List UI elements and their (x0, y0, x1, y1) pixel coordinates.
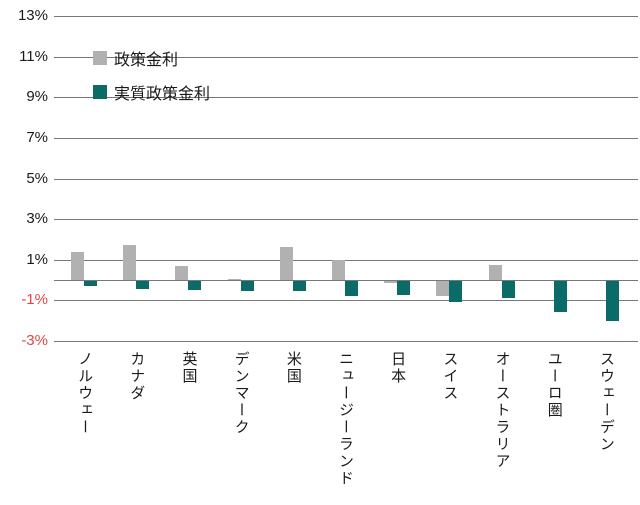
gridline (54, 137, 638, 139)
gridline (54, 259, 638, 261)
gridline (54, 97, 638, 99)
y-axis-tick-label: 9% (26, 88, 48, 106)
y-axis-tick-label: -1% (21, 291, 48, 309)
y-axis-tick-label: 1% (26, 250, 48, 268)
bar-real-policy-rate (292, 281, 306, 292)
x-axis-category-label: デンマーク (232, 351, 250, 436)
legend-item-policy-rate: 政策金利 (93, 46, 210, 70)
x-axis-category-label: スイス (441, 351, 459, 402)
bar-policy-rate (175, 265, 189, 281)
x-axis-category-label: カナダ (128, 351, 146, 402)
y-axis-tick-label: 3% (26, 210, 48, 228)
bar-real-policy-rate (501, 281, 515, 299)
legend-swatch-policy-rate (93, 51, 107, 65)
bar-policy-rate (436, 281, 450, 297)
bar-policy-rate (71, 251, 85, 281)
x-axis-category-label: 米国 (284, 351, 302, 385)
x-axis-category-label: スウェーデン (597, 351, 615, 453)
legend: 政策金利 実質政策金利 (93, 46, 210, 104)
x-axis-category-label: 英国 (180, 351, 198, 385)
bar-real-policy-rate (84, 281, 98, 287)
bar-policy-rate (227, 279, 241, 281)
bar-policy-rate (488, 264, 502, 281)
bar-real-policy-rate (449, 281, 463, 303)
gridline (54, 219, 638, 221)
legend-item-real-policy-rate: 実質政策金利 (93, 80, 210, 104)
gridline (54, 300, 638, 302)
x-axis-zero-line (54, 280, 638, 282)
bar-real-policy-rate (605, 281, 619, 321)
gridline (54, 56, 638, 58)
gridline (54, 16, 638, 17)
y-axis-tick-label: 11% (19, 47, 48, 65)
bar-real-policy-rate (136, 281, 150, 290)
gridline (54, 341, 638, 342)
legend-label-real-policy-rate: 実質政策金利 (114, 86, 211, 103)
y-axis-tick-label: 5% (26, 169, 48, 187)
bar-policy-rate (123, 244, 137, 281)
legend-label-policy-rate: 政策金利 (114, 52, 179, 69)
bar-real-policy-rate (553, 281, 567, 312)
bar-real-policy-rate (188, 281, 202, 291)
x-axis-category-label: ノルウェー (76, 351, 94, 436)
y-axis-tick-label: 7% (26, 128, 48, 146)
x-axis-category-label: ニュージーランド (337, 351, 354, 487)
bar-policy-rate (384, 281, 398, 284)
x-axis-category-label: オーストラリア (493, 351, 511, 470)
bar-real-policy-rate (397, 281, 411, 296)
x-axis-category-label: 日本 (389, 351, 407, 385)
bar-real-policy-rate (345, 281, 358, 297)
x-axis-category-label: ユーロ圏 (545, 351, 563, 419)
y-axis-tick-label: -3% (21, 332, 48, 349)
bar-policy-rate (332, 259, 345, 281)
bar-policy-rate (279, 246, 293, 281)
legend-swatch-real-policy-rate (93, 85, 107, 99)
bar-real-policy-rate (240, 281, 254, 292)
gridline (54, 178, 638, 180)
y-axis-tick-label: 13% (17, 7, 48, 24)
